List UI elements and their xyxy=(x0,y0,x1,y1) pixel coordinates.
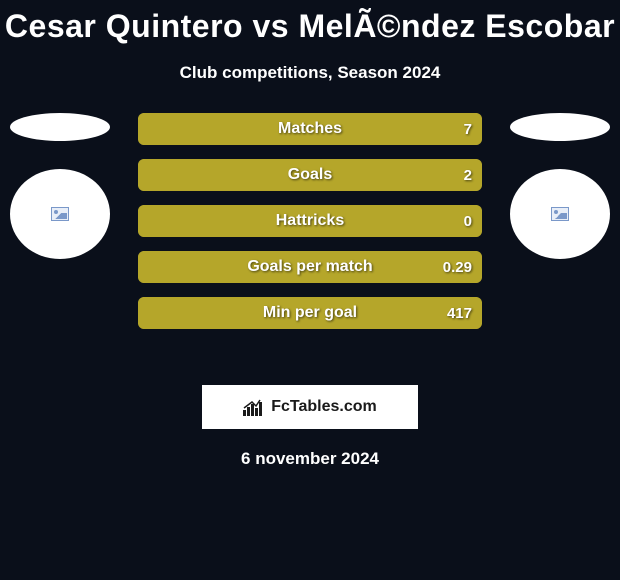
stat-bar: Matches 7 xyxy=(138,113,482,145)
stat-bars: Matches 7 Goals 2 Hattricks 0 Goals per match 0… xyxy=(138,113,482,329)
branding-text: FcTables.com xyxy=(271,398,377,416)
player-left xyxy=(10,113,110,259)
stat-value-right: 0.29 xyxy=(443,259,472,276)
club-badge-right xyxy=(510,113,610,141)
comparison-panel: Matches 7 Goals 2 Hattricks 0 Goals per match 0… xyxy=(0,113,620,363)
branding-badge: FcTables.com xyxy=(202,385,418,429)
stat-label: Matches xyxy=(278,120,342,138)
stat-label: Hattricks xyxy=(276,212,344,230)
date-label: 6 november 2024 xyxy=(0,449,620,469)
stat-label: Goals xyxy=(288,166,332,184)
stat-bar: Goals 2 xyxy=(138,159,482,191)
page-title: Cesar Quintero vs MelÃ©ndez Escobar xyxy=(0,8,620,45)
player-avatar-right xyxy=(510,169,610,259)
stat-bar: Hattricks 0 xyxy=(138,205,482,237)
player-right xyxy=(510,113,610,259)
club-badge-left xyxy=(10,113,110,141)
placeholder-image-icon xyxy=(551,207,569,221)
stat-value-right: 0 xyxy=(464,213,472,230)
stat-value-right: 2 xyxy=(464,167,472,184)
stat-bar: Goals per match 0.29 xyxy=(138,251,482,283)
subtitle: Club competitions, Season 2024 xyxy=(0,63,620,83)
stat-value-right: 417 xyxy=(447,305,472,322)
player-avatar-left xyxy=(10,169,110,259)
placeholder-image-icon xyxy=(51,207,69,221)
stat-bar: Min per goal 417 xyxy=(138,297,482,329)
stat-value-right: 7 xyxy=(464,121,472,138)
stat-label: Min per goal xyxy=(263,304,357,322)
stat-label: Goals per match xyxy=(247,258,372,276)
comparison-widget: Cesar Quintero vs MelÃ©ndez Escobar Club… xyxy=(0,0,620,469)
branding-chart-icon xyxy=(243,398,265,416)
